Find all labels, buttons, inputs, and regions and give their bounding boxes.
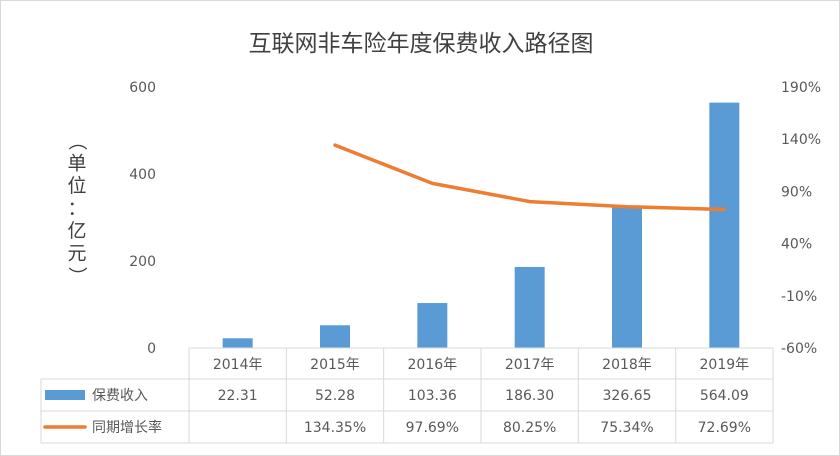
bar [709, 102, 740, 348]
series-name: 同期增长率 [92, 419, 162, 436]
table-cell-value: 72.69% [698, 420, 751, 436]
bar [222, 338, 253, 348]
right-tick-label: 90% [781, 184, 812, 200]
legend-key-bar [45, 390, 85, 400]
series-name: 保费收入 [92, 388, 148, 404]
table-cell-value: 564.09 [700, 388, 749, 404]
table-cell-value: 326.65 [603, 388, 652, 404]
right-tick-label: 190% [781, 80, 821, 96]
table-cell-value: 80.25% [503, 420, 556, 436]
right-tick-label: -10% [781, 289, 817, 305]
category-label: 2015年 [310, 357, 360, 373]
line-series-path [333, 143, 727, 212]
table-cell-value: 22.31 [218, 388, 258, 404]
table-cell-value: 186.30 [505, 388, 554, 404]
category-label: 2018年 [602, 357, 652, 373]
y-axis-label-char: 亿 [67, 220, 86, 242]
left-tick-label: 400 [129, 167, 156, 183]
bar [514, 266, 545, 348]
y-axis-label-char: 位 [67, 175, 86, 197]
right-axis-ticks: -60% -10% 40% 90% 140% 190% [781, 80, 821, 357]
table-cell-value: 97.69% [406, 420, 459, 436]
chart-title: 互联网非车险年度保费收入路径图 [249, 31, 594, 57]
bar-series [222, 102, 740, 348]
line-series [333, 143, 727, 212]
y-axis-label: （ 单位：亿元） [66, 131, 88, 285]
right-tick-label: -60% [781, 341, 817, 357]
y-axis-label-char: ： [67, 198, 86, 220]
table-cell-value: 134.35% [304, 420, 366, 436]
table-cell-value: 103.36 [408, 388, 457, 404]
right-tick-label: 40% [781, 237, 812, 253]
bar [612, 205, 642, 348]
left-axis-ticks: 0 200 400 600 [129, 80, 156, 357]
y-axis-label-char: 单 [67, 153, 86, 175]
category-label: 2014年 [213, 357, 263, 373]
category-label: 2016年 [408, 357, 458, 373]
right-tick-label: 140% [781, 132, 821, 148]
left-tick-label: 0 [147, 341, 156, 357]
category-label: 2017年 [505, 357, 555, 373]
bar [320, 325, 350, 348]
y-axis-label-char: 元 [67, 243, 86, 265]
left-tick-label: 200 [129, 254, 156, 270]
category-label: 2019年 [700, 357, 750, 373]
table-cell-value: 52.28 [315, 388, 355, 404]
bar [417, 303, 448, 348]
y-axis-label-char: ） [66, 266, 88, 285]
left-tick-label: 600 [129, 80, 156, 96]
y-axis-label-char: （ [66, 131, 88, 150]
table-cell-value: 75.34% [600, 420, 653, 436]
